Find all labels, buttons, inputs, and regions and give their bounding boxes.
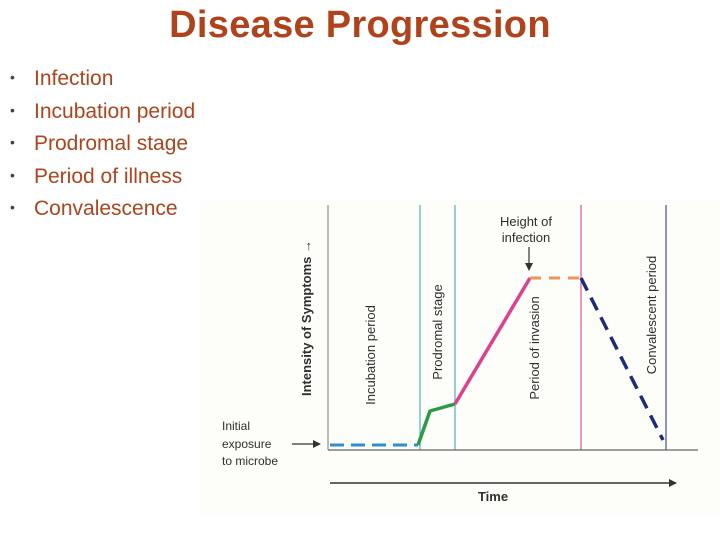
y-axis-label: Intensity of Symptoms → — [299, 240, 314, 396]
x-axis-label: Time — [478, 489, 508, 504]
phase-label-invasion: Period of invasion — [527, 296, 542, 399]
diagram-svg: Intensity of Symptoms → Incubation perio… — [222, 205, 698, 504]
bullet-text: Incubation period — [34, 99, 196, 123]
slide-title: Disease Progression — [169, 4, 551, 46]
bullet-text: Convalescence — [34, 197, 178, 220]
prodromal-segment — [416, 402, 456, 446]
initial-label-line-3: to microbe — [222, 454, 278, 468]
bullet-dot-icon: • — [10, 166, 15, 183]
bullet-dot-icon: • — [10, 101, 15, 118]
bullet-text: Prodromal stage — [34, 132, 189, 155]
bullet-item-incubation: • Incubation period — [10, 95, 195, 128]
peak-label-line-2: infection — [502, 230, 550, 245]
initial-label-line-1: Initial — [222, 419, 250, 433]
bullet-dot-icon: • — [10, 69, 15, 85]
bullet-item-prodromal: • Prodromal stage — [10, 127, 195, 160]
peak-label-line-1: Height of — [500, 214, 552, 229]
initial-label-line-2: exposure — [222, 437, 272, 451]
phase-label-incubation: Incubation period — [363, 305, 378, 405]
phase-label-prodromal: Prodromal stage — [430, 284, 445, 379]
convalescent-dashed-segment — [579, 277, 665, 441]
bullet-text: Period of illness — [34, 164, 183, 188]
bullet-item-convalescence: • Convalescence — [10, 192, 195, 225]
bullet-item-infection: • Infection — [10, 62, 195, 95]
disease-progression-diagram: Intensity of Symptoms → Incubation perio… — [200, 200, 720, 515]
bullet-dot-icon: • — [10, 199, 15, 215]
phase-label-convalescent: Convalescent period — [644, 256, 659, 375]
bullet-item-illness: • Period of illness — [10, 160, 195, 193]
bullet-list: • Infection • Incubation period • Prodromal… — [10, 62, 195, 225]
bullet-text: Infection — [34, 67, 114, 90]
invasion-segment — [453, 277, 532, 405]
bullet-dot-icon: • — [10, 134, 15, 150]
